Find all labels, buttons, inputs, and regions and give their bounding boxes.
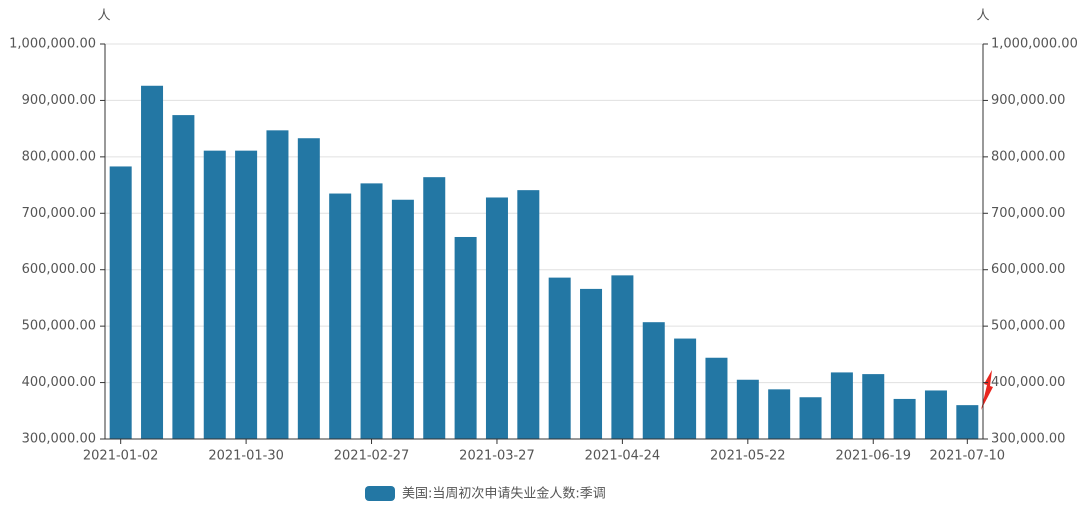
y2-tick-label: 500,000.00 [991, 319, 1065, 334]
bar [423, 177, 446, 439]
bar [297, 138, 320, 439]
y2-tick-label: 400,000.00 [991, 375, 1065, 390]
y-tick-label: 600,000.00 [22, 262, 96, 277]
x-tick-label: 2021-02-27 [334, 449, 410, 464]
y2-tick-label: 800,000.00 [991, 149, 1065, 164]
bar [799, 397, 822, 439]
x-tick-label: 2021-07-10 [930, 449, 1006, 464]
bar [611, 275, 634, 439]
bar [674, 338, 697, 439]
bar [580, 288, 603, 439]
bar [454, 236, 477, 439]
y-tick-label: 400,000.00 [22, 375, 96, 390]
bar [924, 390, 947, 439]
bar [517, 190, 540, 439]
y2-axis-label: 人 [976, 9, 989, 24]
bar [548, 277, 571, 439]
bar [141, 85, 164, 439]
x-tick-label: 2021-03-27 [459, 449, 535, 464]
x-tick-label: 2021-04-24 [585, 449, 661, 464]
y2-tick-label: 1,000,000.00 [991, 37, 1078, 52]
x-tick-label: 2021-05-22 [710, 449, 786, 464]
legend-label: 美国:当周初次申请失业金人数:季调 [402, 486, 606, 502]
y-tick-label: 500,000.00 [22, 319, 96, 334]
bar [360, 183, 383, 439]
y2-tick-label: 600,000.00 [991, 262, 1065, 277]
bar [736, 379, 759, 439]
bar [862, 374, 885, 439]
bar [956, 405, 979, 439]
bar [329, 193, 352, 439]
bar [485, 197, 508, 439]
bar [391, 199, 414, 439]
x-tick-label: 2021-06-19 [835, 449, 911, 464]
y-tick-label: 800,000.00 [22, 149, 96, 164]
bar [203, 150, 226, 439]
y2-tick-label: 700,000.00 [991, 206, 1065, 221]
bar [830, 372, 853, 439]
bar [266, 130, 289, 440]
x-tick-label: 2021-01-02 [83, 449, 159, 464]
bar [893, 398, 916, 439]
bar [109, 166, 132, 439]
bar [705, 357, 728, 439]
y-tick-label: 1,000,000.00 [9, 37, 96, 52]
y2-tick-label: 300,000.00 [991, 432, 1065, 447]
y-tick-label: 900,000.00 [22, 93, 96, 108]
bar [235, 150, 258, 439]
x-tick-label: 2021-01-30 [208, 449, 284, 464]
y-axis-label: 人 [97, 9, 110, 24]
y-tick-label: 300,000.00 [22, 432, 96, 447]
y-tick-label: 700,000.00 [22, 206, 96, 221]
bar [172, 115, 195, 439]
bar [768, 389, 791, 439]
bar [642, 322, 665, 439]
legend-swatch [365, 486, 395, 501]
y2-tick-label: 900,000.00 [991, 93, 1065, 108]
arrow-icon [981, 370, 993, 410]
